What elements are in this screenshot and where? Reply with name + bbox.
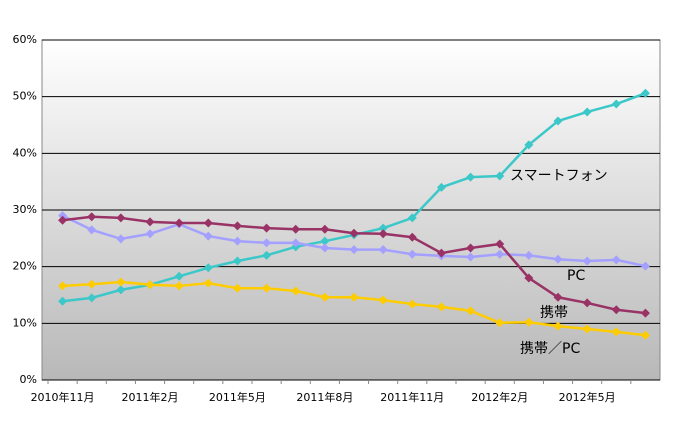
- data-point: [524, 273, 534, 283]
- data-point: [524, 250, 534, 260]
- data-point: [524, 140, 534, 150]
- x-tick-label: 2011年2月: [122, 390, 179, 404]
- series-label: 携帯／PC: [520, 341, 580, 357]
- data-point: [320, 243, 330, 253]
- data-point: [320, 236, 330, 246]
- data-point: [466, 243, 476, 253]
- x-tick-label: 2011年5月: [209, 390, 266, 404]
- data-point: [349, 228, 359, 238]
- x-tick-label: 2011年11月: [380, 390, 444, 404]
- data-point: [203, 278, 213, 288]
- data-point: [320, 292, 330, 302]
- data-point: [611, 305, 621, 315]
- data-point: [203, 231, 213, 241]
- data-point: [58, 281, 68, 291]
- data-point: [349, 245, 359, 255]
- data-point: [407, 249, 417, 259]
- data-point: [640, 308, 650, 318]
- x-tick-label: 2011年8月: [296, 390, 353, 404]
- data-point: [407, 232, 417, 242]
- data-point: [495, 171, 505, 181]
- data-point: [116, 285, 126, 295]
- data-point: [262, 283, 272, 293]
- data-point: [116, 277, 126, 287]
- data-point: [291, 238, 301, 248]
- data-point: [640, 330, 650, 340]
- data-point: [58, 211, 68, 221]
- data-point: [466, 172, 476, 182]
- data-point: [582, 324, 592, 334]
- data-point: [116, 213, 126, 223]
- data-point: [262, 238, 272, 248]
- series-label: スマートフォン: [510, 168, 608, 184]
- data-point: [611, 327, 621, 337]
- y-tick-label: 0%: [20, 373, 37, 386]
- data-point: [553, 254, 563, 264]
- data-point: [87, 293, 97, 303]
- data-point: [349, 292, 359, 302]
- data-point: [203, 218, 213, 228]
- y-tick-label: 10%: [13, 316, 37, 329]
- data-point: [174, 271, 184, 281]
- data-point: [553, 292, 563, 302]
- data-point: [378, 295, 388, 305]
- data-point: [174, 218, 184, 228]
- data-point: [407, 213, 417, 223]
- data-point: [611, 99, 621, 109]
- data-point: [640, 88, 650, 98]
- data-point: [378, 223, 388, 233]
- data-point: [87, 212, 97, 222]
- x-tick-label: 2012年5月: [559, 390, 616, 404]
- data-point: [145, 280, 155, 290]
- series-label: PC: [567, 268, 585, 284]
- x-tick-label: 2012年2月: [471, 390, 528, 404]
- data-point: [466, 306, 476, 316]
- data-point: [582, 256, 592, 266]
- y-tick-label: 40%: [13, 146, 37, 159]
- data-point: [87, 225, 97, 235]
- data-point: [640, 261, 650, 271]
- data-point: [262, 250, 272, 260]
- data-point: [407, 299, 417, 309]
- data-point: [495, 318, 505, 328]
- data-point: [524, 317, 534, 327]
- data-point: [291, 224, 301, 234]
- x-tick-label: 2010年11月: [31, 390, 95, 404]
- data-point: [436, 182, 446, 192]
- data-point: [582, 298, 592, 308]
- data-point: [262, 223, 272, 233]
- data-point: [58, 215, 68, 225]
- data-point: [378, 229, 388, 239]
- data-point: [436, 248, 446, 258]
- data-point: [145, 217, 155, 227]
- data-point: [495, 239, 505, 249]
- data-point: [232, 256, 242, 266]
- data-point: [116, 234, 126, 244]
- data-point: [203, 263, 213, 273]
- data-point: [320, 224, 330, 234]
- data-point: [611, 255, 621, 265]
- data-point: [553, 116, 563, 126]
- data-point: [232, 236, 242, 246]
- data-point: [553, 321, 563, 331]
- data-point: [378, 245, 388, 255]
- y-tick-label: 30%: [13, 203, 37, 216]
- series-label: 携帯: [540, 305, 568, 321]
- y-tick-label: 60%: [13, 33, 37, 46]
- data-point: [145, 229, 155, 239]
- data-point: [232, 221, 242, 231]
- data-point: [58, 296, 68, 306]
- y-tick-label: 50%: [13, 90, 37, 103]
- data-point: [466, 252, 476, 262]
- data-point: [291, 286, 301, 296]
- data-point: [174, 281, 184, 291]
- data-point: [436, 302, 446, 312]
- data-point: [232, 283, 242, 293]
- data-point: [582, 107, 592, 117]
- data-point: [87, 279, 97, 289]
- y-tick-label: 20%: [13, 260, 37, 273]
- data-point: [495, 249, 505, 259]
